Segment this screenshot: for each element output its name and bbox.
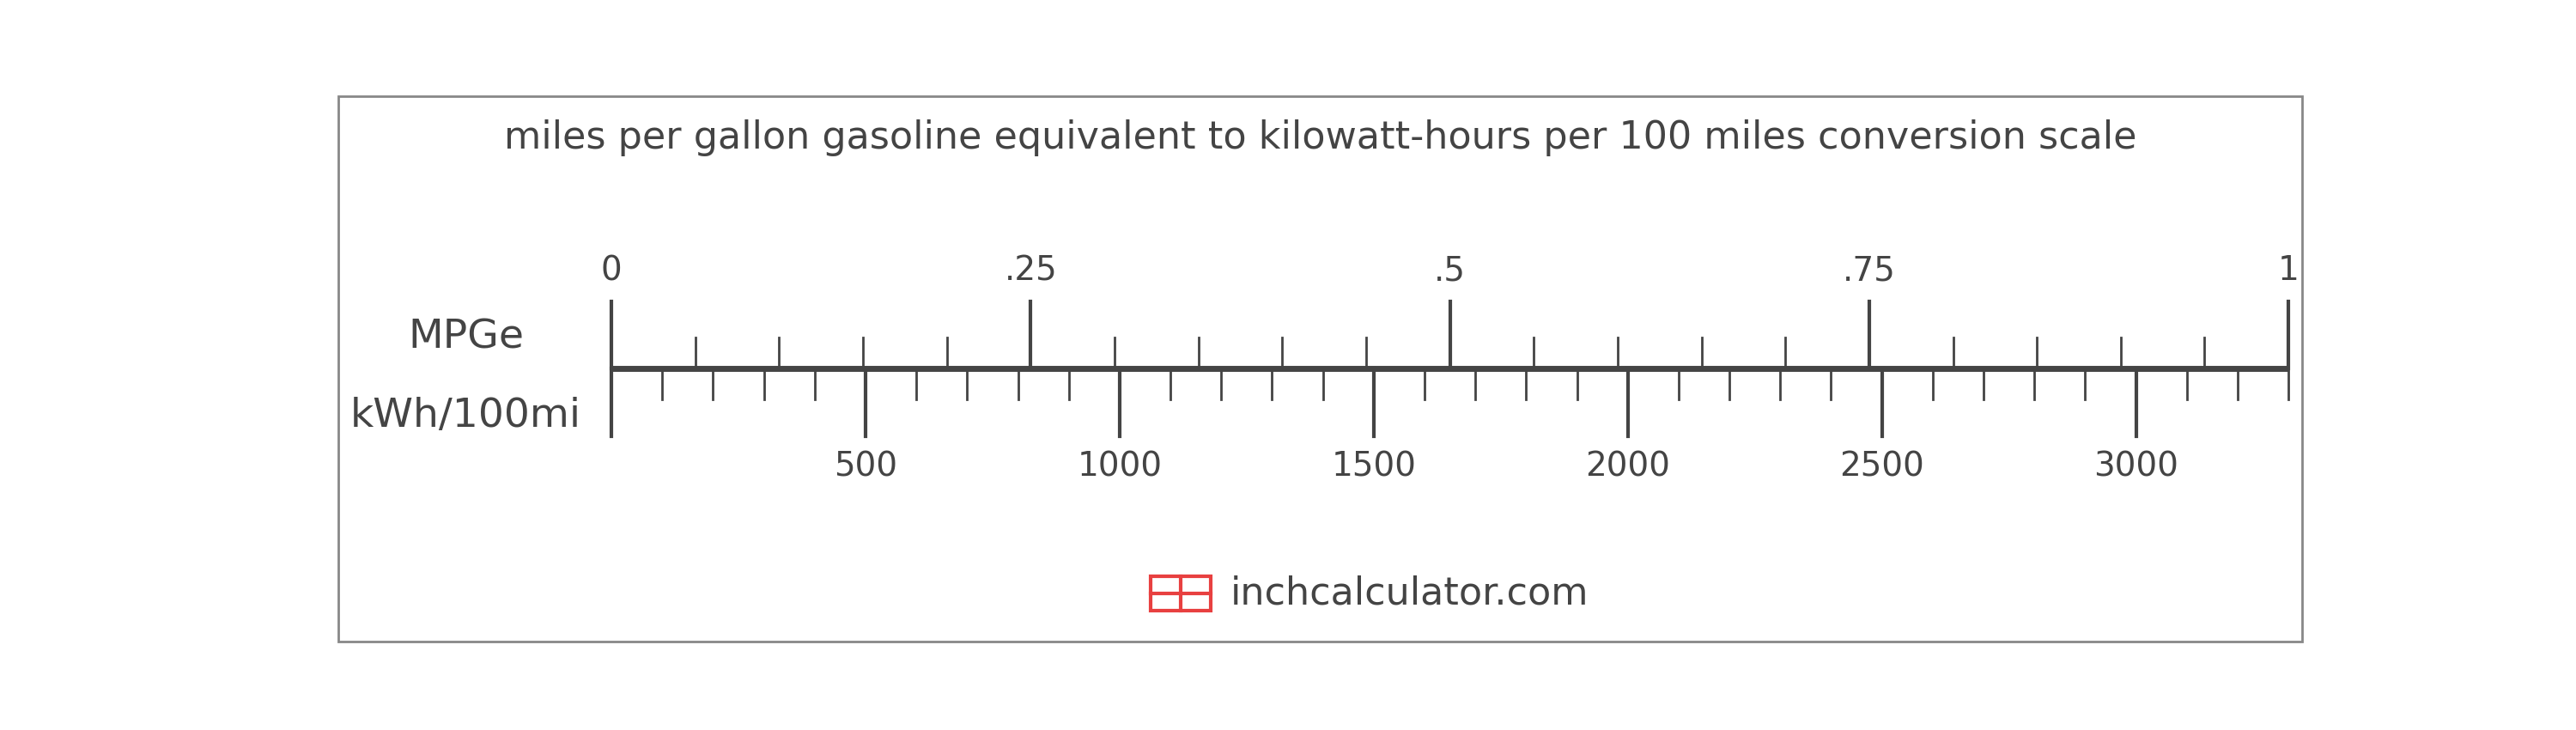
Text: 1: 1 — [2277, 255, 2300, 287]
Text: 1500: 1500 — [1332, 450, 1417, 483]
Text: miles per gallon gasoline equivalent to kilowatt-hours per 100 miles conversion : miles per gallon gasoline equivalent to … — [505, 120, 2136, 157]
Text: .75: .75 — [1842, 255, 1896, 287]
Text: 3000: 3000 — [2094, 450, 2179, 483]
Text: MPGe: MPGe — [407, 318, 523, 357]
Text: 500: 500 — [835, 450, 896, 483]
Text: .5: .5 — [1435, 255, 1466, 287]
Text: kWh/100mi: kWh/100mi — [350, 397, 582, 436]
Text: inchcalculator.com: inchcalculator.com — [1231, 575, 1589, 612]
Text: 2000: 2000 — [1584, 450, 1669, 483]
Text: 0: 0 — [600, 255, 623, 287]
Text: .25: .25 — [1005, 255, 1056, 287]
Text: 1000: 1000 — [1077, 450, 1162, 483]
Text: 2500: 2500 — [1839, 450, 1924, 483]
